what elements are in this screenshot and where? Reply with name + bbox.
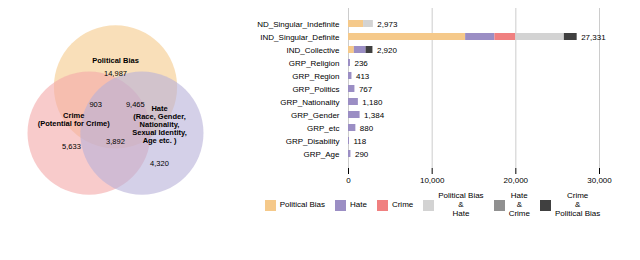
svg-text:Political Bias: Political Bias — [92, 56, 139, 65]
svg-text:1,180: 1,180 — [362, 98, 383, 107]
svg-text:GRP_Disability: GRP_Disability — [286, 137, 340, 146]
html-text:Hate & Crime: Hate & Crime — [508, 191, 530, 218]
svg-text:GRP_Region: GRP_Region — [292, 72, 339, 81]
svg-text:767: 767 — [359, 85, 373, 94]
svg-text:20,000: 20,000 — [504, 176, 529, 185]
svg-text:IND_Singular_Definite: IND_Singular_Definite — [260, 33, 340, 42]
svg-text:880: 880 — [360, 124, 374, 133]
html-text:Political Bias: Political Bias — [279, 199, 325, 209]
svg-text:5,633: 5,633 — [62, 142, 81, 151]
svg-text:GRP_Age: GRP_Age — [303, 150, 340, 159]
svg-text:27,331: 27,331 — [581, 33, 606, 42]
svg-text:903: 903 — [89, 100, 102, 109]
svg-text:GRP_Gender: GRP_Gender — [291, 111, 340, 120]
svg-text:GRP_Politics: GRP_Politics — [292, 85, 339, 94]
svg-text:GRP_etc: GRP_etc — [307, 124, 339, 133]
svg-text:118: 118 — [353, 137, 366, 146]
svg-text:ND_Singular_Indefinite: ND_Singular_Indefinite — [257, 20, 340, 29]
svg-text:Hate(Race, Gender,Nationality,: Hate(Race, Gender,Nationality,Sexual Ide… — [132, 104, 186, 145]
svg-text:2,920: 2,920 — [377, 46, 398, 55]
svg-text:GRP_Religion: GRP_Religion — [289, 59, 340, 68]
svg-text:14,987: 14,987 — [104, 69, 127, 78]
svg-text:236: 236 — [354, 59, 368, 68]
html-text:Crime: Crime — [391, 199, 414, 209]
svg-text:IND_Collective: IND_Collective — [287, 46, 340, 55]
svg-text:3,892: 3,892 — [106, 137, 125, 146]
svg-text:30,000: 30,000 — [587, 176, 612, 185]
svg-text:290: 290 — [355, 150, 369, 159]
svg-text:Crime(Potential for Crime): Crime(Potential for Crime) — [38, 111, 111, 128]
svg-text:GRP_Nationality: GRP_Nationality — [280, 98, 339, 107]
svg-text:1,384: 1,384 — [364, 111, 385, 120]
svg-text:413: 413 — [356, 72, 370, 81]
html-text:Political Bias & Hate: Political Bias & Hate — [438, 191, 484, 218]
svg-text:9,465: 9,465 — [126, 100, 145, 109]
svg-text:0: 0 — [346, 176, 351, 185]
html-text:Hate: Hate — [350, 199, 367, 209]
svg-text:2,973: 2,973 — [377, 20, 398, 29]
svg-text:10,000: 10,000 — [420, 176, 445, 185]
svg-text:4,320: 4,320 — [150, 159, 169, 168]
html-text:Crime & Political Bias: Crime & Political Bias — [555, 191, 601, 218]
